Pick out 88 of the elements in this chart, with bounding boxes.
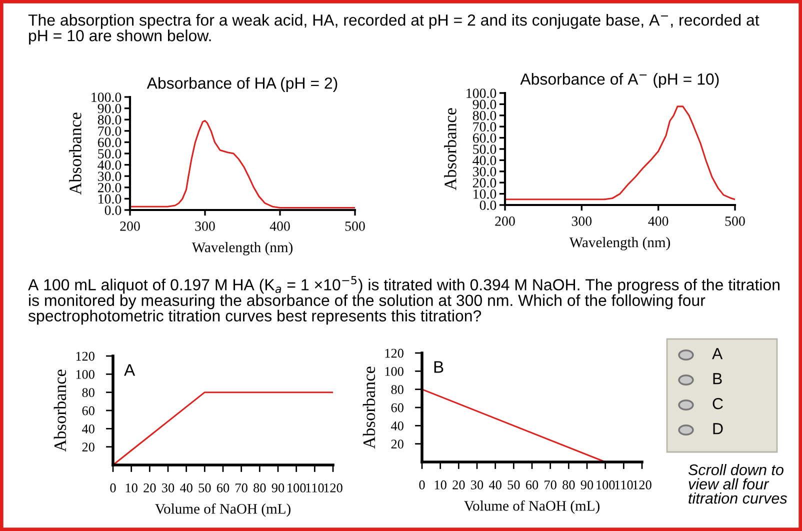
x-tick-label: 50 (508, 480, 520, 490)
y-tick-label: 100 (385, 366, 404, 376)
chart-title: Absorbance of A$^{−}$ (pH = 10) (520, 73, 719, 88)
y-tick-label: 120 (385, 348, 404, 358)
y-tick-label: 100 (76, 370, 94, 379)
x-tick-label: 70 (544, 480, 556, 490)
x-tick-label: 500 (345, 222, 365, 231)
y-tick-label: 10.0 (474, 189, 496, 199)
y-tick-label: 0.0 (480, 200, 496, 210)
y-tick-label: 50.0 (98, 149, 122, 159)
x-tick-label: 100 (596, 480, 615, 490)
y-axis-title: Absorbance (362, 366, 376, 449)
y-tick-label: 40.0 (472, 156, 496, 166)
y-tick-label: 20 (391, 440, 404, 449)
x-tick-label: 110 (615, 480, 633, 490)
x-tick-label: 30 (471, 480, 484, 490)
y-tick-label: 20 (82, 442, 94, 452)
x-tick-label: 120 (633, 480, 652, 490)
x-tick-label: 30 (162, 483, 174, 492)
text: D (713, 423, 723, 434)
x-tick-label: 40 (180, 483, 192, 492)
y-tick-label: 60.0 (472, 133, 496, 143)
y-tick-label: 100.0 (92, 92, 122, 102)
y-tick-label: 60 (82, 406, 94, 416)
y-tick-label: 80 (82, 388, 94, 398)
y-tick-label: 10.0 (98, 194, 122, 204)
y-tick-label: 30.0 (98, 172, 122, 182)
x-tick-label: 110 (306, 483, 324, 492)
y-tick-label: 50.0 (473, 144, 496, 154)
x-tick-label: 120 (324, 483, 342, 492)
y-tick-label: 60.0 (98, 138, 122, 148)
x-tick-label: 500 (725, 216, 745, 226)
text: B (713, 373, 722, 384)
x-tick-label: 70 (236, 483, 248, 492)
y-tick-label: 30.0 (473, 166, 496, 176)
x-tick-label: 100 (288, 483, 306, 492)
line-series (505, 106, 735, 200)
y-tick-label: 40 (82, 424, 94, 434)
text: Scroll down to view all four titration curves (688, 464, 788, 504)
y-tick-label: 0.0 (104, 206, 122, 216)
y-tick-label: 40 (391, 421, 404, 430)
y-tick-label: 90.0 (98, 104, 122, 114)
x-tick-label: 0 (110, 483, 116, 492)
x-tick-label: 10 (126, 483, 138, 492)
x-tick-label: 20 (452, 480, 465, 490)
y-tick-label: 20.0 (472, 178, 496, 188)
y-tick-label: 80.0 (472, 110, 496, 120)
y-tick-label: 70.0 (473, 122, 496, 132)
y-tick-label: 40.0 (98, 160, 122, 170)
y-tick-label: 120 (76, 352, 94, 361)
x-tick-label: 400 (648, 216, 668, 226)
x-axis-title: Wavelength (nm) (569, 237, 670, 250)
x-tick-label: 20 (144, 483, 156, 492)
y-tick-label: 60 (391, 403, 404, 412)
y-axis-title: Absorbance (54, 370, 66, 452)
x-tick-label: 300 (572, 216, 592, 226)
y-tick-label: 80 (391, 385, 404, 394)
x-tick-label: 80 (562, 480, 575, 490)
y-tick-label: 90.0 (472, 100, 496, 110)
x-tick-label: 60 (526, 480, 538, 490)
annotation: B (434, 361, 444, 373)
text: The absorption spectra for a weak acid, HA, recorded at pH = 2 and its conjugate base, A$^{−}$, recorded at pH = 10 are shown below. (28, 14, 760, 44)
x-axis-title: Volume of NaOH (mL) (464, 500, 600, 514)
x-tick-label: 200 (495, 216, 515, 226)
y-tick-label: 20.0 (98, 182, 122, 192)
line-series (130, 120, 355, 209)
y-tick-label: 70.0 (98, 126, 122, 136)
x-tick-label: 90 (272, 483, 284, 492)
x-tick-label: 90 (580, 480, 594, 490)
x-tick-label: 200 (120, 222, 140, 231)
x-tick-label: 80 (254, 483, 266, 492)
x-axis-title: Wavelength (nm) (192, 242, 292, 256)
y-tick-label: 80.0 (98, 115, 122, 125)
y-axis-title: Absorbance (69, 112, 82, 195)
text: C (712, 398, 723, 410)
x-tick-label: 50 (198, 483, 211, 492)
x-tick-label: 60 (216, 483, 230, 492)
y-tick-label: 100.0 (466, 88, 496, 98)
y-axis-title: Absorbance (444, 108, 456, 190)
x-tick-label: 0 (419, 480, 425, 490)
chart-title: Absorbance of HA (pH = 2) (146, 77, 338, 92)
annotation: A (124, 364, 136, 376)
text: A (712, 348, 723, 360)
x-tick-label: 10 (434, 480, 446, 490)
x-tick-label: 400 (270, 222, 290, 231)
text: A 100 mL aliquot of 0.197 M HA (K$_{a}$ = 1 ×10$^{−5}$) is titrated with 0.394 M NaOH. The progress of the titration is monitored by measuring the absorbance of the solution at 300 nm. Which of the following four spectrophotometric titration curves best represents this titration? (28, 276, 780, 325)
x-axis-title: Volume of NaOH (mL) (155, 503, 290, 517)
x-tick-label: 300 (195, 222, 215, 231)
